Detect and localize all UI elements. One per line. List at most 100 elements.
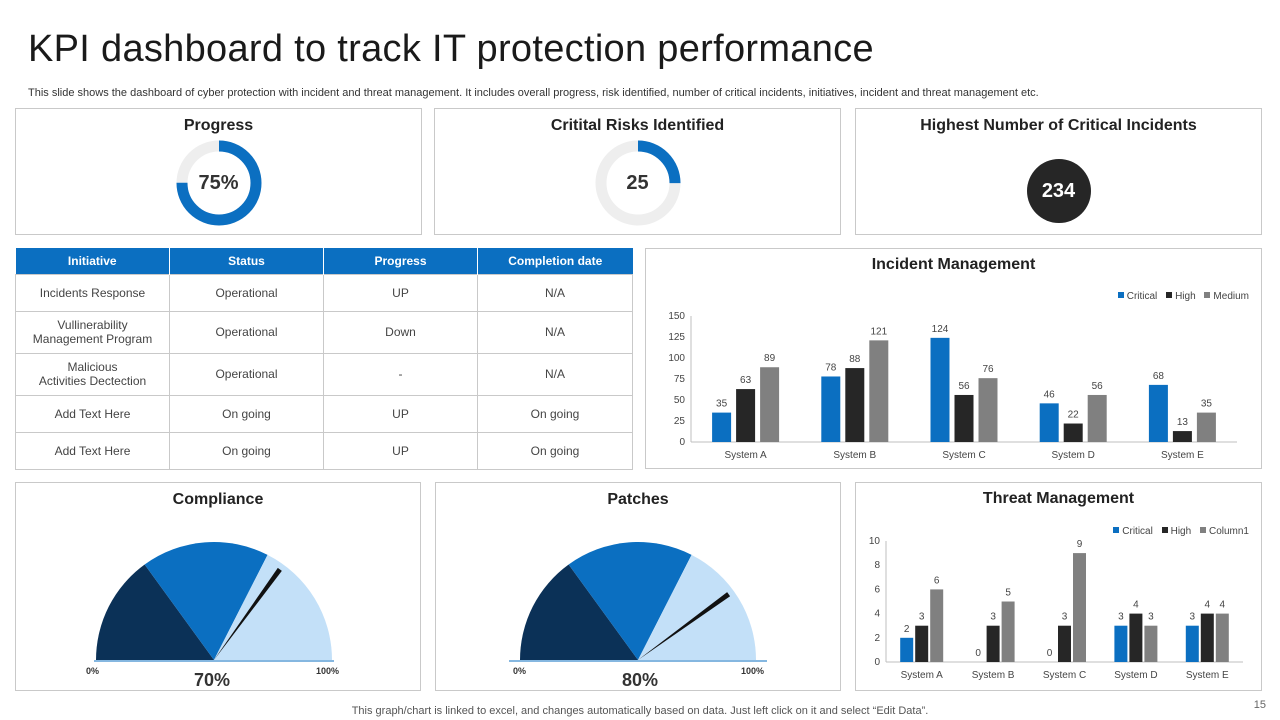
data-label: 124: [932, 324, 949, 335]
bar-high: [1058, 625, 1071, 662]
cell-completion-date: N/A: [477, 352, 633, 396]
bar-high: [915, 625, 929, 662]
risks-donut: 25: [594, 139, 682, 227]
gauge-segment-3: [214, 554, 332, 660]
cell-initiative: Malicious Activities Dectection: [15, 352, 170, 396]
data-label: 9: [1077, 539, 1083, 550]
x-tick-label: System B: [833, 450, 876, 461]
data-label: 13: [1177, 417, 1189, 428]
critical-incidents-badge: 234: [1026, 159, 1091, 223]
progress-donut: 75%: [175, 139, 263, 227]
compliance-gauge: [94, 542, 334, 662]
data-label: 0: [975, 648, 981, 659]
page-subtitle: This slide shows the dashboard of cyber …: [28, 87, 1039, 99]
bar-high: [845, 368, 865, 442]
cell-status: Operational: [169, 273, 324, 312]
legend-item-critical: Critical: [1117, 291, 1157, 302]
data-label: 3: [1190, 612, 1196, 623]
threat-management-panel: 0 2 4 6 8 10 2 3 6 System A 0 3 5 System B 0 3 9 System C…: [855, 482, 1262, 691]
data-label: 3: [990, 612, 996, 623]
header-status: Status: [169, 248, 324, 274]
y-tick-label: 6: [874, 584, 880, 595]
patches-title: Patches: [607, 491, 669, 508]
x-tick-label: System A: [724, 450, 767, 461]
patches-gauge: [509, 542, 767, 662]
cell-progress: Down: [323, 310, 478, 354]
table-row: Add Text Here On going UP On going: [15, 431, 633, 470]
patches-value: 80%: [622, 670, 659, 690]
bar-column1: [1215, 613, 1229, 662]
initiatives-table: Initiative Status Progress Completion da…: [15, 248, 633, 470]
compliance-min-label: 0%: [86, 666, 100, 676]
cell-initiative: Vullinerability Management Program: [15, 310, 170, 354]
risks-card: Critital Risks Identified 25: [434, 108, 841, 235]
bar-high: [736, 389, 756, 442]
gauge-segment-1: [96, 564, 214, 660]
risks-value: 25: [626, 172, 649, 194]
x-tick-label: System D: [1114, 670, 1157, 681]
legend-item-medium: Medium: [1204, 291, 1249, 302]
risks-title: Critital Risks Identified: [550, 117, 725, 134]
cell-initiative: Add Text Here: [15, 431, 170, 470]
cell-progress: UP: [323, 431, 478, 470]
data-label: 56: [1092, 381, 1104, 392]
incident-management-panel: 0 25 50 75 100 125 150 35 63 89 System A 78 88 121 Sys…: [645, 248, 1262, 469]
table-row: Incidents Response Operational UP N/A: [15, 273, 633, 312]
header-initiative: Initiative: [15, 248, 170, 274]
y-tick-label: 75: [674, 374, 686, 385]
y-tick-label: 8: [874, 560, 880, 571]
incident-legend: Critical High Medium: [1112, 291, 1249, 302]
progress-arc: [176, 140, 261, 226]
cell-progress: UP: [323, 394, 478, 433]
y-tick-label: 10: [869, 536, 881, 547]
cell-progress: -: [323, 352, 478, 396]
data-label: 5: [1005, 588, 1011, 599]
y-tick-label: 125: [668, 332, 685, 343]
cell-initiative: Add Text Here: [15, 394, 170, 433]
bar-high: [986, 625, 1000, 662]
table-row: Vullinerability Management Program Opera…: [15, 310, 633, 354]
data-label: 3: [1118, 612, 1124, 623]
bar-medium: [1087, 394, 1107, 442]
legend-item-high: High: [1166, 291, 1196, 302]
compliance-panel: Compliance 0% 100% 70%: [15, 482, 421, 691]
data-label: 89: [764, 353, 776, 364]
threat-management-title: Threat Management: [982, 490, 1135, 507]
cell-status: Operational: [169, 352, 324, 396]
cell-completion-date: On going: [477, 394, 633, 433]
patches-max-label: 100%: [741, 666, 765, 676]
cell-status: On going: [169, 394, 324, 433]
data-label: 22: [1068, 410, 1080, 421]
threat-legend: Critical High Column1: [1107, 526, 1249, 537]
x-tick-label: System D: [1052, 450, 1095, 461]
y-tick-label: 50: [674, 395, 686, 406]
critical-incidents-card: Highest Number of Critical Incidents 234: [855, 108, 1262, 235]
y-tick-label: 2: [874, 633, 880, 644]
bar-column1: [930, 589, 944, 662]
bar-high: [1063, 423, 1083, 442]
bar-medium: [978, 378, 998, 442]
bar-column1: [1001, 601, 1015, 662]
bar-critical: [1185, 625, 1199, 662]
table-header-row: Initiative Status Progress Completion da…: [15, 248, 633, 274]
data-label: 0: [1047, 648, 1053, 659]
bar-critical: [900, 637, 914, 662]
y-tick-label: 0: [679, 437, 685, 448]
y-tick-label: 25: [674, 416, 686, 427]
data-label: 63: [740, 375, 752, 386]
compliance-value: 70%: [194, 670, 231, 690]
data-label: 4: [1205, 600, 1211, 611]
y-tick-label: 100: [668, 353, 685, 364]
legend-item-critical: Critical: [1113, 526, 1153, 537]
bar-medium: [869, 340, 889, 442]
gauge-segment-2: [144, 542, 268, 660]
data-label: 46: [1044, 389, 1056, 400]
bar-critical: [712, 412, 732, 442]
incident-management-title: Incident Management: [871, 256, 1036, 273]
cell-status: Operational: [169, 310, 324, 354]
progress-title: Progress: [183, 117, 254, 134]
risks-arc: [595, 140, 680, 226]
x-tick-label: System B: [972, 670, 1015, 681]
data-label: 6: [934, 575, 940, 586]
